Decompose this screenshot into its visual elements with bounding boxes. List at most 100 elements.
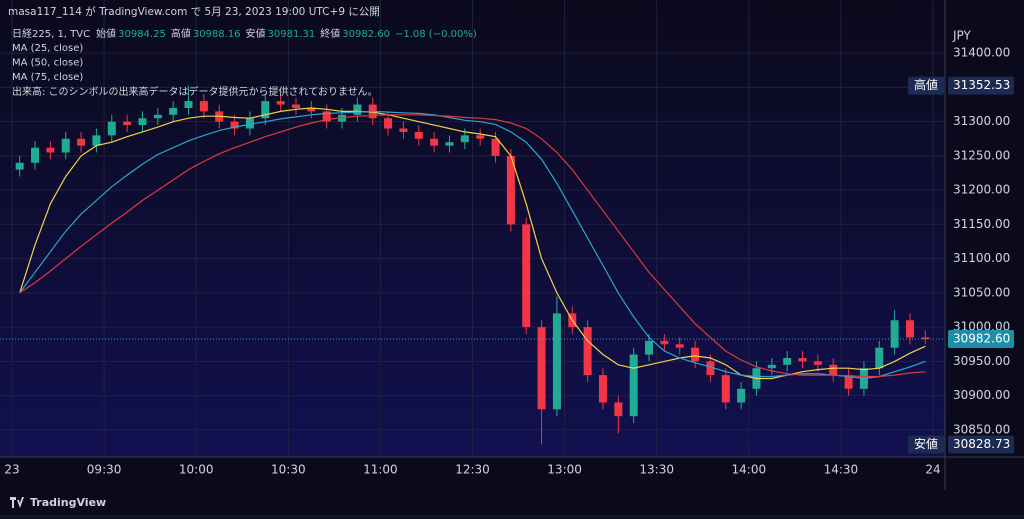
candle-body: [460, 135, 469, 143]
candle-body: [844, 375, 853, 389]
candle-body: [414, 131, 423, 139]
header: masa117_114 が TradingView.com で 5月 23, 2…: [8, 5, 380, 18]
ohlc-value: 30984.25: [118, 29, 166, 40]
y-tick-label: 30950.00: [953, 354, 1010, 368]
candle-body: [921, 337, 930, 340]
y-tick-label: 31150.00: [953, 217, 1010, 231]
candle-body: [598, 375, 607, 403]
candle-body: [353, 104, 362, 115]
y-tick-label: 30900.00: [953, 388, 1010, 402]
y-tick-label: 31400.00: [953, 46, 1010, 60]
candle-body: [322, 111, 331, 122]
ohlc-label: 安値: [246, 27, 266, 40]
y-tick-label: 31250.00: [953, 148, 1010, 162]
legend-entry: MA (25, close): [12, 43, 83, 54]
last-price-badge: [948, 330, 1014, 349]
candle-body: [92, 135, 101, 146]
x-tick-label: 14:00: [732, 463, 767, 477]
x-tick-label: 09:30: [87, 463, 122, 477]
legend-entry: MA (75, close): [12, 72, 83, 83]
candle-body: [506, 155, 515, 225]
footer-brand: TradingView: [30, 496, 106, 509]
x-tick-label: 13:00: [547, 463, 582, 477]
footer-bar: [0, 490, 1024, 515]
candle-body: [875, 347, 884, 369]
change: −1.08 (−0.00%): [395, 29, 477, 40]
candle-body: [614, 402, 623, 417]
candle-body: [230, 121, 239, 129]
low-badge-label: 安値: [914, 436, 938, 451]
x-tick-label: 14:30: [824, 463, 859, 477]
legend-entry: MA (50, close): [12, 58, 83, 69]
x-tick-label: 10:00: [179, 463, 214, 477]
candle-body: [399, 128, 408, 132]
candle-body: [629, 354, 638, 417]
candle-body: [291, 104, 300, 108]
candle-body: [491, 138, 500, 156]
volume-note: 出来高: このシンボルの出来高データはデータ提供元から提供されておりません。: [12, 85, 378, 98]
candle-body: [153, 114, 162, 119]
x-tick-label: 23: [4, 463, 19, 477]
low-value-bg: [948, 435, 1014, 454]
high-badge-label: 高値: [914, 77, 938, 92]
high-value: 31352.53: [953, 78, 1010, 92]
ohlc-value: 30981.31: [268, 29, 316, 40]
candle-body: [77, 138, 86, 146]
ohlc-label: 高値: [171, 27, 191, 40]
candle-body: [31, 147, 40, 163]
x-tick-label: 24: [925, 463, 940, 477]
candle-body: [169, 107, 178, 115]
candle-body: [552, 313, 561, 410]
candle-body: [61, 138, 70, 153]
candle-body: [905, 320, 914, 338]
candle-body: [445, 142, 454, 146]
candle-body: [829, 364, 838, 376]
candle-body: [645, 340, 654, 355]
currency: JPY: [952, 29, 972, 43]
low-badge-bg: [908, 435, 944, 454]
candle-body: [890, 320, 899, 348]
candle-body: [138, 118, 147, 126]
candle-body: [384, 118, 393, 129]
y-tick-label: 30850.00: [953, 422, 1010, 436]
ohlc-label: 終値: [320, 27, 340, 40]
candle-body: [261, 101, 270, 119]
ohlc-value: 30982.60: [342, 29, 390, 40]
candle-body: [199, 101, 208, 112]
ma-line: [19, 110, 926, 380]
candle-body: [675, 344, 684, 348]
symbol: 日経225, 1, TVC: [12, 27, 90, 40]
candle-body: [706, 361, 715, 376]
candle-body: [522, 224, 531, 328]
candle-body: [430, 138, 439, 146]
candle-body: [107, 121, 116, 136]
logo: [10, 497, 24, 508]
ma-line: [19, 114, 926, 378]
candle-body: [737, 388, 746, 403]
candle-body: [691, 347, 700, 362]
candle-body: [184, 101, 193, 108]
candle-body: [721, 375, 730, 403]
candle-body: [660, 340, 669, 345]
candle-body: [46, 147, 55, 153]
x-tick-label: 13:30: [639, 463, 674, 477]
x-tick-label: 11:00: [363, 463, 398, 477]
high-value-bg: [948, 76, 1014, 95]
high-badge-bg: [908, 76, 944, 95]
candle-body: [245, 118, 254, 129]
candle-body: [123, 121, 132, 126]
ohlc-value: 30988.16: [193, 29, 241, 40]
y-tick-label: 31100.00: [953, 251, 1010, 265]
candle-body: [307, 107, 316, 112]
candle-body: [476, 135, 485, 139]
candle-body: [537, 327, 546, 410]
last-price: 30982.60: [953, 332, 1010, 346]
candle-body: [798, 357, 807, 362]
low-value: 30828.73: [953, 437, 1010, 451]
ohlc-label: 始値: [96, 27, 116, 40]
candle-body: [583, 327, 592, 376]
candle-body: [15, 162, 24, 170]
ma-line: [19, 107, 926, 380]
x-tick-label: 10:30: [271, 463, 306, 477]
